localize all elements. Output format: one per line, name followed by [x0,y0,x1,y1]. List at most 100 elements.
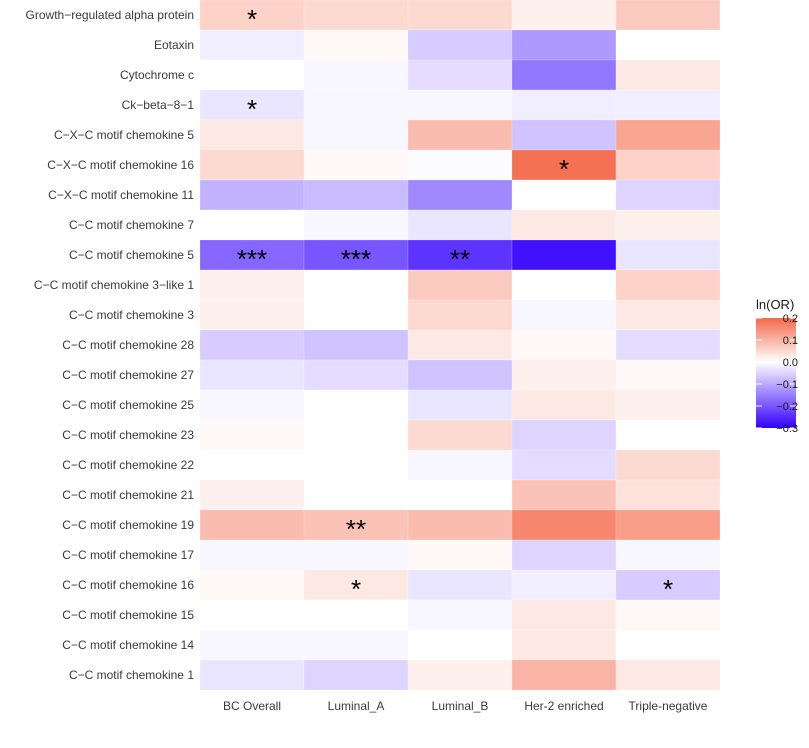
heatmap-cell [199,419,305,451]
heatmap-cell [407,509,513,541]
heatmap-cell [511,599,617,631]
heatmap-cell [199,629,305,661]
row-label: C−C motif chemokine 15 [62,608,194,622]
heatmap-cell [615,89,721,121]
heatmap-cell [199,449,305,481]
heatmap-cell [615,119,721,151]
heatmap-cell [303,269,409,301]
heatmap-cell [199,119,305,151]
row-label: C−C motif chemokine 25 [62,398,194,412]
heatmap-cell [615,419,721,451]
heatmap-cell [615,29,721,61]
legend-tick-label: 0.0 [783,357,798,369]
heatmap-cell [511,479,617,511]
row-label: C−C motif chemokine 17 [62,548,194,562]
heatmap-cell [199,659,305,691]
heatmap-cell [303,359,409,391]
column-labels: BC Overall Luminal_A Luminal_B Her-2 enrich… [223,699,708,713]
heatmap-cell [303,299,409,331]
heatmap-cell [199,149,305,181]
heatmap-cell [615,479,721,511]
legend-tick-label: −0.2 [776,401,798,413]
significance-annotation: *** [341,244,371,274]
row-label: C−X−C motif chemokine 5 [54,128,194,142]
heatmap-cell [615,329,721,361]
heatmap-cell [511,659,617,691]
column-label: Her-2 enriched [524,699,603,713]
heatmap-cell [511,0,617,31]
heatmap-cell [407,419,513,451]
legend-title: ln(OR) [756,297,794,312]
heatmap-cell [407,179,513,211]
heatmap-cell [511,269,617,301]
heatmap-cell [511,209,617,241]
heatmap-cell [511,629,617,661]
column-label: Triple-negative [629,699,708,713]
row-label: C−C motif chemokine 14 [62,638,194,652]
heatmap-cell [511,29,617,61]
row-label: C−X−C motif chemokine 16 [47,158,194,172]
heatmap-cell [511,89,617,121]
heatmap-cell [199,329,305,361]
heatmap-cell [511,329,617,361]
heatmap-cell [407,239,513,271]
heatmap-cell [407,119,513,151]
heatmap-cell [303,239,409,271]
significance-annotation: *** [237,244,267,274]
heatmap-cell [199,389,305,421]
heatmap-cell [615,239,721,271]
heatmap-cell [407,329,513,361]
heatmap-cell [303,629,409,661]
row-label: C−X−C motif chemokine 11 [48,188,194,202]
heatmap-cell [615,659,721,691]
heatmap-cell [303,509,409,541]
heatmap-cell [199,269,305,301]
column-label: BC Overall [223,699,281,713]
heatmap-cell [407,29,513,61]
legend-tick-label: −0.1 [776,379,798,391]
row-label: C−C motif chemokine 3 [69,308,194,322]
row-label: C−C motif chemokine 28 [62,338,194,352]
heatmap-cell [199,359,305,391]
heatmap-cell [511,449,617,481]
row-label: C−C motif chemokine 19 [62,518,194,532]
heatmap-cell [199,0,305,31]
significance-annotation: * [663,574,673,604]
heatmap-cell [615,539,721,571]
heatmap-cell [511,539,617,571]
heatmap-cell [199,509,305,541]
row-label: C−C motif chemokine 22 [62,458,194,472]
color-legend: ln(OR) 0.2 0.1 0.0 −0.1 −0.2 −0.3 [756,297,798,435]
column-label: Luminal_B [432,699,489,713]
heatmap-cell [303,419,409,451]
heatmap-cell [303,89,409,121]
heatmap-cell [303,149,409,181]
heatmap-cell [511,119,617,151]
significance-annotation: ** [450,244,470,274]
significance-annotation: * [247,4,257,34]
heatmap-cell [511,509,617,541]
heatmap-cell [615,569,721,601]
heatmap-cell [511,569,617,601]
heatmap-cell [615,629,721,661]
row-label: C−C motif chemokine 16 [62,578,194,592]
heatmap-cell [407,629,513,661]
heatmap-cell [407,599,513,631]
heatmap-cell [199,239,305,271]
heatmap-cell [303,539,409,571]
heatmap-cell [407,359,513,391]
row-label: Eotaxin [154,38,194,52]
heatmap-cell [407,539,513,571]
heatmap-cell [511,359,617,391]
row-label: C−C motif chemokine 21 [62,488,194,502]
heatmap-cell [407,89,513,121]
heatmap-cell [303,659,409,691]
significance-stars: ****** *** ***** * [237,4,673,604]
row-label: Cytochrome c [120,68,194,82]
significance-annotation: ** [346,514,366,544]
heatmap-cell [407,569,513,601]
legend-tick-label: 0.1 [783,335,798,347]
heatmap-cell [303,599,409,631]
significance-annotation: * [559,154,569,184]
